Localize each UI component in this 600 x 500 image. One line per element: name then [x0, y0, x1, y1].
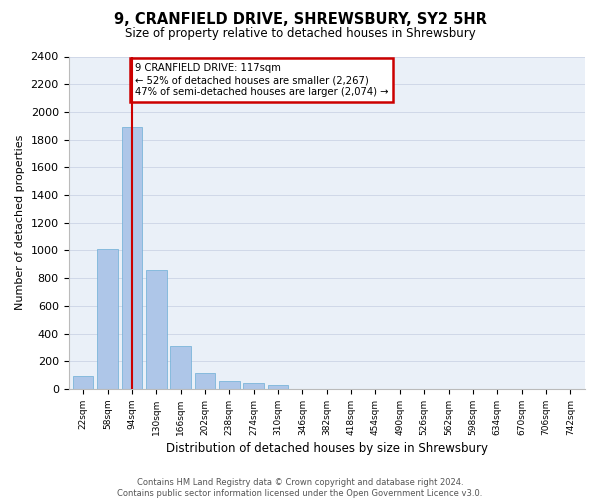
Text: Contains HM Land Registry data © Crown copyright and database right 2024.
Contai: Contains HM Land Registry data © Crown c… [118, 478, 482, 498]
Text: Size of property relative to detached houses in Shrewsbury: Size of property relative to detached ho… [125, 28, 475, 40]
Bar [170, 346, 191, 389]
X-axis label: Distribution of detached houses by size in Shrewsbury: Distribution of detached houses by size … [166, 442, 488, 455]
Text: 9, CRANFIELD DRIVE, SHREWSBURY, SY2 5HR: 9, CRANFIELD DRIVE, SHREWSBURY, SY2 5HR [113, 12, 487, 28]
Bar [219, 382, 239, 389]
Bar [97, 249, 118, 389]
Bar [244, 382, 264, 389]
Bar [122, 127, 142, 389]
Y-axis label: Number of detached properties: Number of detached properties [15, 135, 25, 310]
Bar [268, 386, 289, 389]
Bar [73, 376, 94, 389]
Text: 9 CRANFIELD DRIVE: 117sqm
← 52% of detached houses are smaller (2,267)
47% of se: 9 CRANFIELD DRIVE: 117sqm ← 52% of detac… [135, 64, 388, 96]
Bar [146, 270, 167, 389]
Bar [194, 373, 215, 389]
